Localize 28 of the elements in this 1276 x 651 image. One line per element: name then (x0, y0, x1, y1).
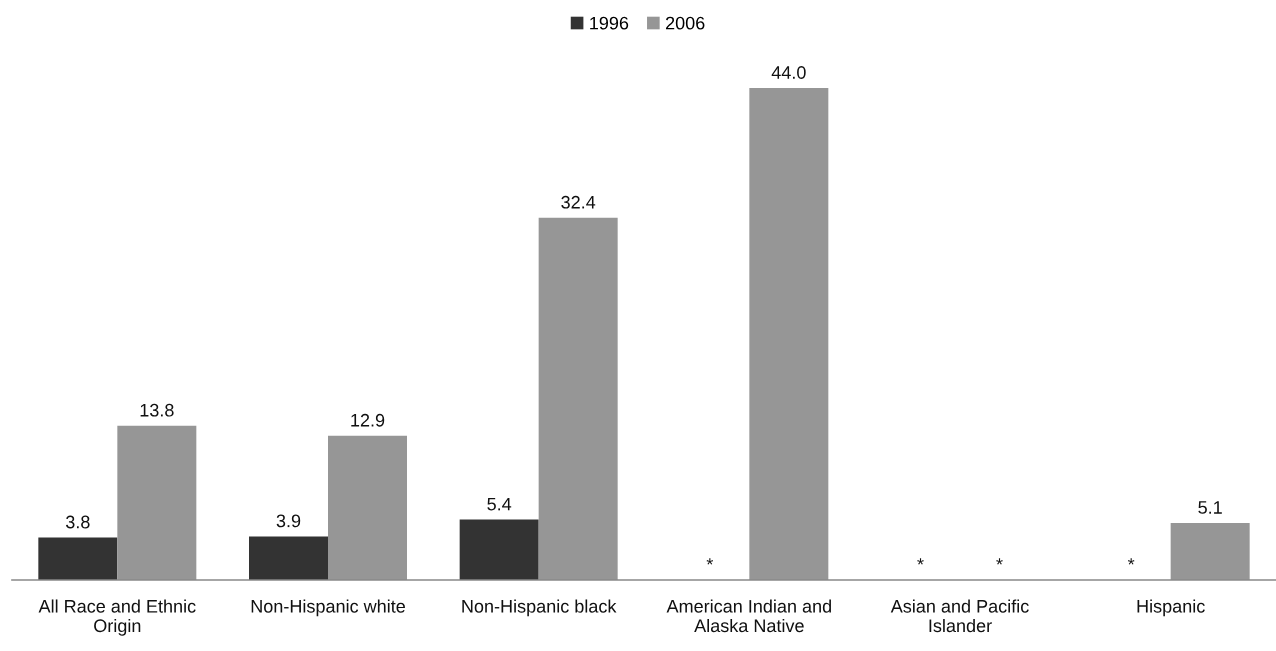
text: * (706, 558, 714, 565)
x-tick-label: American Indian and Alaska Native (666, 599, 831, 633)
x-tick-label: Hispanic (1137, 599, 1205, 617)
x-tick-label: Non-Hispanic black (462, 599, 617, 617)
data-label: 12.9 (351, 413, 385, 427)
text: * (1127, 558, 1135, 565)
bar (38, 537, 118, 580)
bar (749, 88, 829, 580)
legend-label: 2006 (665, 16, 705, 30)
legend-label: 1996 (590, 16, 629, 30)
data-label: 44.0 (771, 66, 806, 79)
x-tick-label: Non-Hispanic white (251, 599, 405, 617)
data-label: 5.4 (487, 497, 512, 511)
data-label: 3.8 (65, 515, 90, 529)
data-label: 32.4 (561, 195, 596, 209)
bar (328, 435, 407, 580)
bar (1170, 522, 1250, 580)
bar (117, 425, 197, 580)
text: * (917, 558, 924, 565)
x-tick-label: All Race and Ethnic Origin (38, 599, 196, 636)
bar (249, 536, 328, 580)
x-tick-label: Asian and Pacific Islander (890, 599, 1029, 633)
text: * (996, 558, 1003, 565)
bar (538, 217, 618, 580)
data-label: 5.1 (1198, 501, 1222, 514)
data-label: 3.9 (276, 514, 301, 528)
bar (459, 519, 539, 580)
data-label: 13.8 (140, 403, 174, 417)
